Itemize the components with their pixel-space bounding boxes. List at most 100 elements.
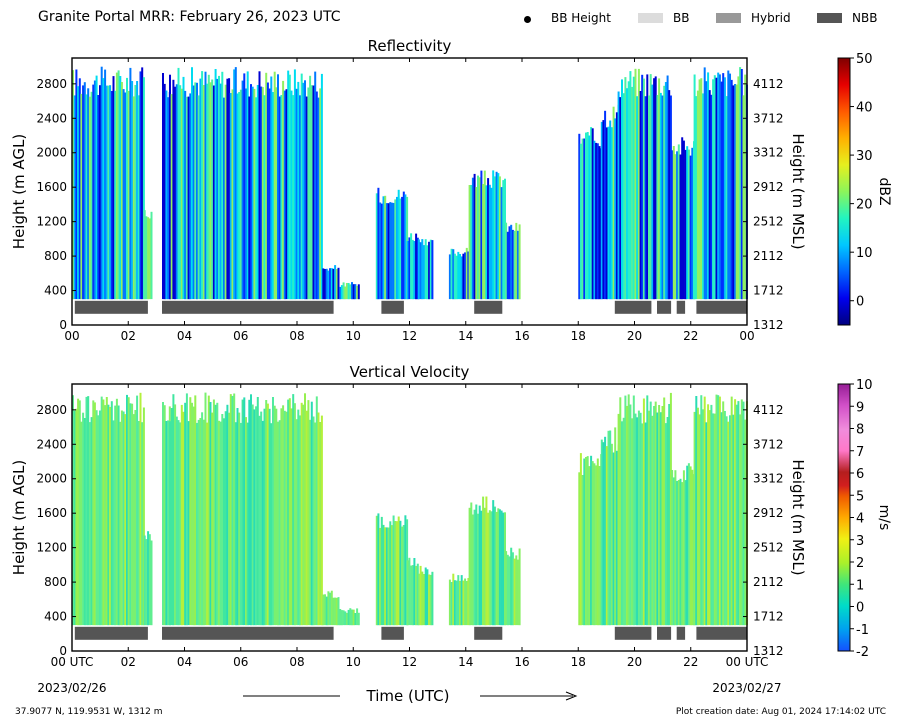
heatmap-cell bbox=[179, 422, 182, 626]
heatmap-cell bbox=[82, 85, 85, 300]
heatmap-cell bbox=[455, 255, 458, 300]
heatmap-cell bbox=[707, 404, 710, 626]
heatmap-cell bbox=[646, 74, 649, 300]
colorbar-tick-label: -2 bbox=[856, 645, 869, 660]
heatmap-cell bbox=[82, 412, 85, 626]
heatmap-cell bbox=[196, 82, 198, 300]
heatmap-cell bbox=[470, 502, 473, 626]
heatmap-cell bbox=[290, 90, 293, 300]
heatmap-cell bbox=[273, 405, 276, 626]
heatmap-cell bbox=[197, 419, 200, 626]
heatmap-cell bbox=[426, 245, 429, 300]
heatmap-cell bbox=[390, 202, 393, 300]
y-tick-label: 800 bbox=[44, 249, 67, 263]
nbb-segment bbox=[696, 626, 747, 640]
heatmap-cell bbox=[290, 408, 293, 626]
heatmap-cell bbox=[99, 85, 101, 300]
heatmap-cell bbox=[578, 133, 581, 300]
heatmap-cell bbox=[141, 422, 144, 626]
heatmap-cell bbox=[518, 224, 521, 300]
heatmap-cell bbox=[505, 222, 508, 300]
heatmap-cell bbox=[332, 597, 335, 626]
heatmap-cell bbox=[231, 395, 234, 626]
heatmap-cell bbox=[196, 422, 198, 626]
heatmap-cell bbox=[695, 96, 698, 300]
y-tick-label: 2400 bbox=[36, 111, 67, 125]
heatmap-cell bbox=[617, 413, 620, 626]
heatmap-cell bbox=[275, 408, 278, 626]
heatmap-cell bbox=[179, 85, 182, 300]
x-tick-label: 08 bbox=[289, 655, 304, 669]
heatmap-cell bbox=[471, 177, 474, 300]
heatmap-cell bbox=[85, 396, 88, 626]
nbb-segment bbox=[657, 300, 672, 314]
heatmap-cell bbox=[465, 581, 468, 626]
heatmap-cell bbox=[504, 512, 506, 626]
heatmap-cell bbox=[337, 267, 340, 300]
heatmap-cell bbox=[605, 127, 608, 300]
heatmap-cell bbox=[500, 510, 503, 626]
heatmap-cell bbox=[90, 91, 93, 300]
heatmap-cell bbox=[614, 427, 617, 626]
colorbar-tick-label: 9 bbox=[856, 400, 864, 415]
heatmap-cell bbox=[467, 578, 470, 626]
heatmap-cell bbox=[226, 404, 229, 626]
heatmap-cell bbox=[431, 240, 434, 300]
nbb-segment bbox=[162, 300, 334, 314]
heatmap-cell bbox=[377, 187, 380, 300]
heatmap-cell bbox=[411, 239, 414, 300]
heatmap-cell bbox=[720, 412, 723, 626]
heatmap-cell bbox=[169, 74, 171, 300]
heatmap-cell bbox=[72, 70, 74, 300]
heatmap-cell bbox=[167, 97, 170, 300]
heatmap-cell bbox=[192, 406, 195, 626]
heatmap-cell bbox=[187, 421, 190, 626]
heatmap-cell bbox=[207, 74, 210, 300]
heatmap-cell bbox=[712, 413, 715, 626]
heatmap-cell bbox=[212, 399, 215, 626]
x-tick-label: 10 bbox=[346, 329, 361, 343]
heatmap-cell bbox=[137, 421, 140, 626]
heatmap-cell bbox=[325, 268, 328, 300]
heatmap-cell bbox=[241, 399, 244, 626]
heatmap-cell bbox=[492, 170, 495, 300]
heatmap-cell bbox=[700, 395, 703, 626]
heatmap-cell bbox=[581, 138, 584, 300]
creation-date-text: Plot creation date: Aug 01, 2024 17:14:0… bbox=[676, 707, 886, 717]
heatmap-cell bbox=[583, 458, 586, 626]
heatmap-cell bbox=[293, 69, 296, 300]
heatmap-cell bbox=[464, 252, 467, 300]
y-tick-label-right: 3312 bbox=[753, 472, 784, 486]
heatmap-cell bbox=[639, 91, 642, 300]
heatmap-cell bbox=[487, 178, 490, 300]
heatmap-cell bbox=[614, 118, 617, 300]
heatmap-cell bbox=[380, 203, 383, 300]
heatmap-cell bbox=[424, 567, 427, 626]
heatmap-cell bbox=[664, 423, 667, 626]
heatmap-cell bbox=[379, 527, 382, 626]
heatmap-cell bbox=[485, 185, 488, 300]
heatmap-cell bbox=[483, 507, 486, 626]
heatmap-cell bbox=[233, 393, 236, 626]
heatmap-cell bbox=[734, 399, 737, 626]
heatmap-cell bbox=[224, 84, 227, 300]
heatmap-cell bbox=[658, 78, 661, 300]
heatmap-cell bbox=[145, 539, 148, 626]
heatmap-cell bbox=[421, 239, 424, 300]
heatmap-cell bbox=[595, 142, 598, 300]
heatmap-cell bbox=[356, 285, 359, 300]
heatmap-cell bbox=[609, 430, 612, 626]
heatmap-cell bbox=[634, 68, 637, 300]
x-tick-label: 18 bbox=[571, 329, 586, 343]
heatmap-cell bbox=[506, 554, 509, 626]
nbb-segment bbox=[474, 626, 503, 640]
x-tick-label: 06 bbox=[233, 655, 248, 669]
heatmap-cell bbox=[375, 193, 378, 300]
heatmap-cell bbox=[676, 481, 679, 626]
heatmap-cell bbox=[278, 96, 281, 300]
heatmap-cell bbox=[260, 86, 263, 300]
heatmap-cell bbox=[127, 90, 130, 300]
heatmap-cell bbox=[595, 465, 598, 626]
heatmap-cell bbox=[305, 410, 308, 626]
heatmap-cell bbox=[644, 422, 647, 626]
